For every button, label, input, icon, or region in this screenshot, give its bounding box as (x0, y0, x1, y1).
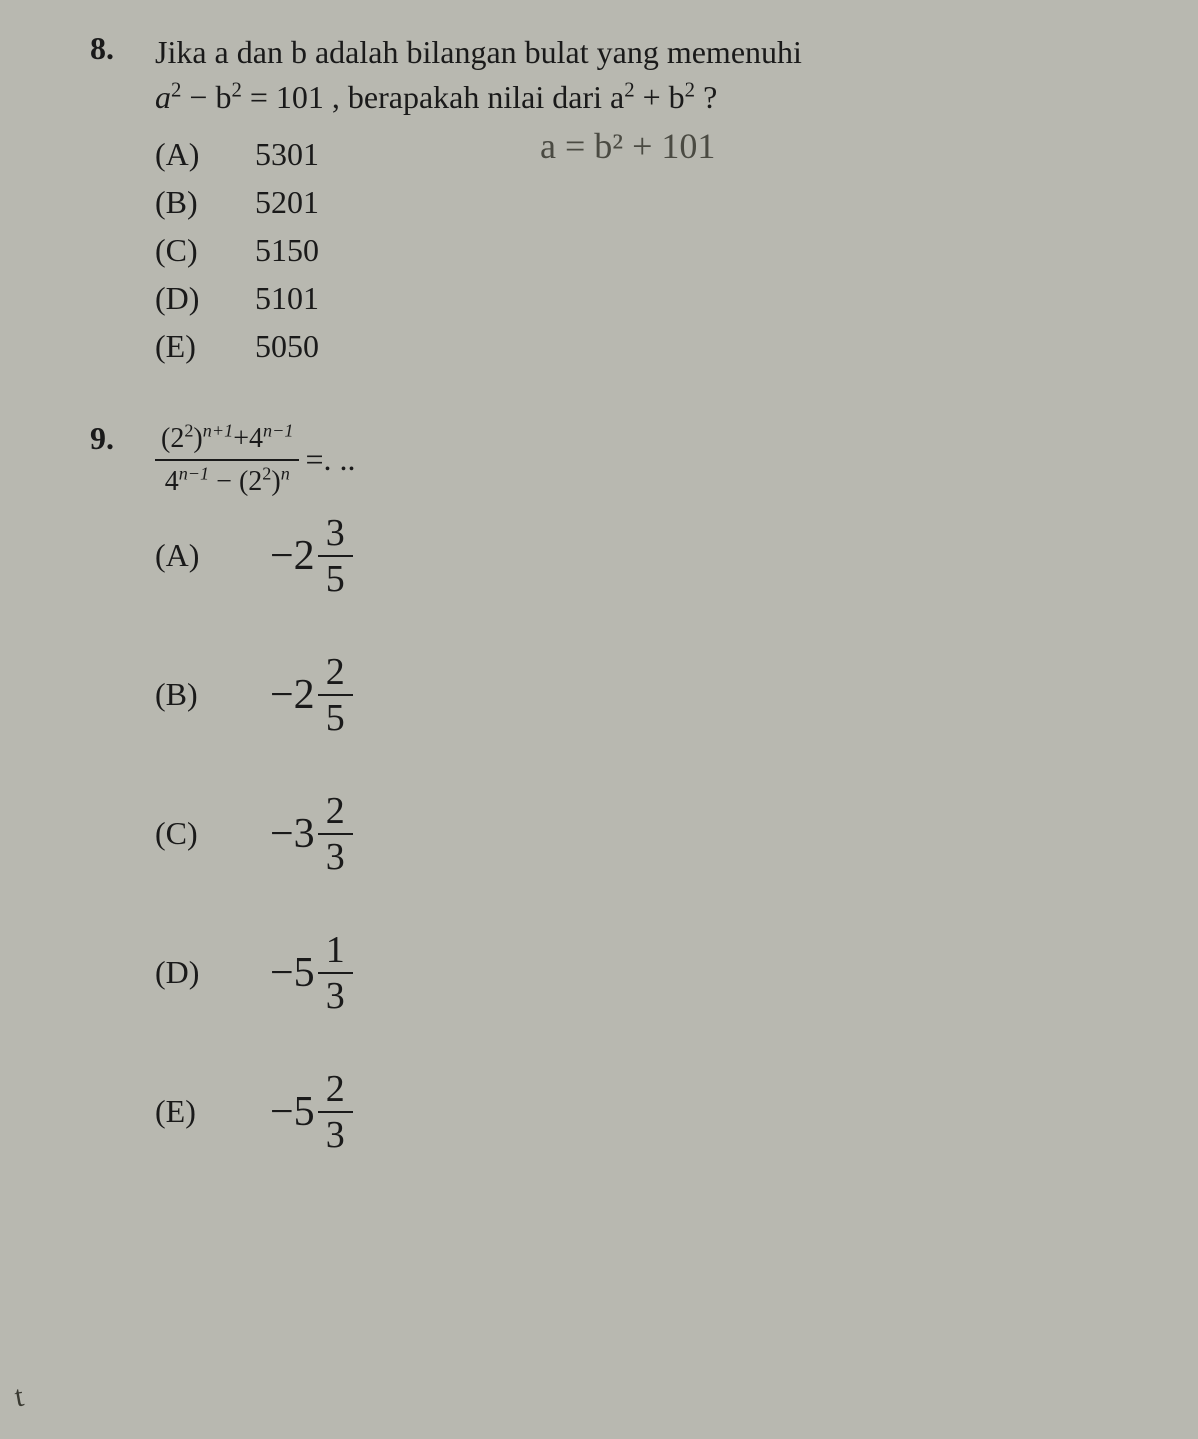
q9-option-c: (C) −3 2 3 (155, 792, 1158, 876)
q9-number: 9. (90, 420, 125, 457)
q9-option-a: (A) −2 3 5 (155, 514, 1158, 598)
q8-text: Jika a dan b adalah bilangan bulat yang … (155, 30, 1158, 120)
option-label: (D) (155, 954, 215, 991)
option-label: (C) (155, 815, 215, 852)
q9-expression: (22)n+1+4n−1 4n−1 − (22)n =. .. (155, 420, 356, 499)
option-label: (D) (155, 274, 215, 322)
option-value: 5150 (255, 226, 319, 274)
option-label: (A) (155, 537, 215, 574)
option-value: 5050 (255, 322, 319, 370)
option-value: 5201 (255, 178, 319, 226)
q9-option-d: (D) −5 1 3 (155, 931, 1158, 1015)
option-value: −5 1 3 (270, 931, 353, 1015)
option-label: (C) (155, 226, 215, 274)
option-label: (A) (155, 130, 215, 178)
q9-main-fraction: (22)n+1+4n−1 4n−1 − (22)n (155, 420, 299, 499)
q8-body: Jika a dan b adalah bilangan bulat yang … (155, 30, 1158, 370)
q8-line2: a2 − b2 = 101 , berapakah nilai dari a2 … (155, 79, 717, 115)
q8-number: 8. (90, 30, 125, 67)
q9-option-b: (B) −2 2 5 (155, 653, 1158, 737)
q8-option-d: (D) 5101 (155, 274, 1158, 322)
corner-mark: t (12, 1380, 26, 1415)
q9-options: (A) −2 3 5 (B) −2 2 (155, 514, 1158, 1154)
q9-denominator: 4n−1 − (22)n (165, 461, 290, 499)
option-label: (E) (155, 322, 215, 370)
q9-equals: =. .. (305, 441, 355, 478)
option-value: −3 2 3 (270, 792, 353, 876)
q8-option-b: (B) 5201 (155, 178, 1158, 226)
q9-numerator: (22)n+1+4n−1 (155, 420, 299, 462)
option-label: (B) (155, 676, 215, 713)
option-label: (B) (155, 178, 215, 226)
option-value: −2 2 5 (270, 653, 353, 737)
question-8: 8. Jika a dan b adalah bilangan bulat ya… (90, 30, 1158, 370)
q8-option-c: (C) 5150 (155, 226, 1158, 274)
q8-header: 8. Jika a dan b adalah bilangan bulat ya… (90, 30, 1158, 370)
option-value: −5 2 3 (270, 1070, 353, 1154)
q8-option-e: (E) 5050 (155, 322, 1158, 370)
q9-option-e: (E) −5 2 3 (155, 1070, 1158, 1154)
q9-header: 9. (22)n+1+4n−1 4n−1 − (22)n =. .. (A) (90, 420, 1158, 1209)
handwritten-note: a = b² + 101 (540, 125, 715, 167)
option-label: (E) (155, 1093, 215, 1130)
question-9: 9. (22)n+1+4n−1 4n−1 − (22)n =. .. (A) (90, 420, 1158, 1209)
q9-body: (22)n+1+4n−1 4n−1 − (22)n =. .. (A) −2 3 (155, 420, 1158, 1209)
option-value: 5101 (255, 274, 319, 322)
q8-line1: Jika a dan b adalah bilangan bulat yang … (155, 34, 802, 70)
option-value: −2 3 5 (270, 514, 353, 598)
option-value: 5301 (255, 130, 319, 178)
